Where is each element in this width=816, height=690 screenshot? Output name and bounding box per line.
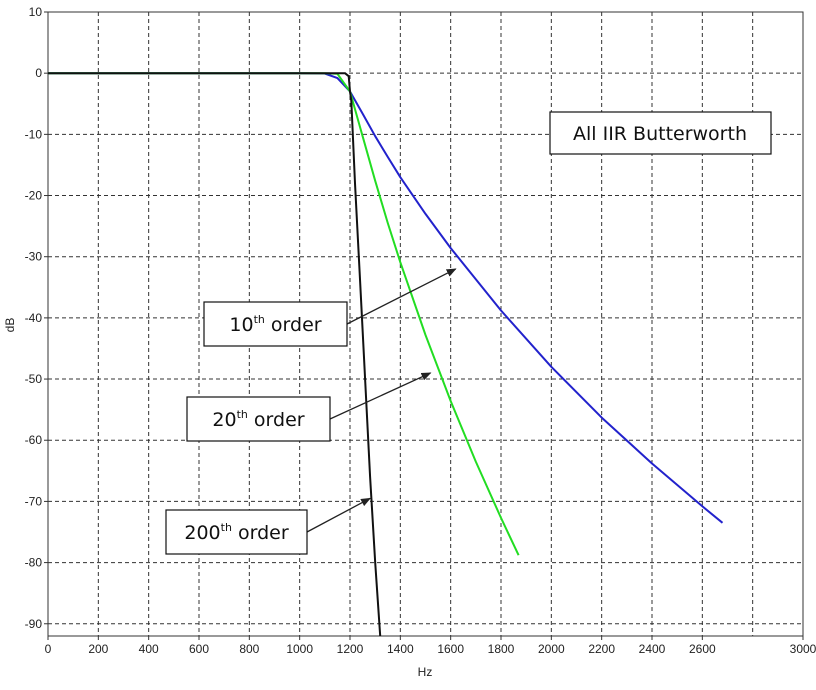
callout-arrow xyxy=(329,372,432,420)
y-tick-label: -50 xyxy=(25,372,43,386)
y-tick-label: -90 xyxy=(25,617,43,631)
callout-200th-order: 200th order xyxy=(165,497,372,555)
y-tick-label: -60 xyxy=(25,433,43,447)
x-tick-label: 600 xyxy=(189,642,209,656)
y-tick-label: -80 xyxy=(25,556,43,570)
x-tick-label: 200 xyxy=(88,642,108,656)
x-tick-label: 2400 xyxy=(639,642,666,656)
x-tick-label: 800 xyxy=(239,642,259,656)
x-tick-label: 2200 xyxy=(588,642,615,656)
y-tick-label: 0 xyxy=(35,66,42,80)
callout-label: 20th order xyxy=(212,408,304,431)
y-tick-label: -40 xyxy=(25,311,43,325)
plot-frame xyxy=(47,11,804,637)
callout-box xyxy=(186,396,331,442)
callout-arrow xyxy=(306,497,372,533)
x-tick-label: 3000 xyxy=(790,642,816,656)
callout-label: 10th order xyxy=(229,313,321,336)
x-tick-label: 1000 xyxy=(286,642,313,656)
y-tick-label: -20 xyxy=(25,189,43,203)
grid-layer xyxy=(48,12,803,636)
y-tick-label: 10 xyxy=(29,5,43,19)
callout-10th-order: 10th order xyxy=(203,268,457,347)
y-tick-label: -30 xyxy=(25,250,43,264)
ticks-layer: 0 200 400 600 800 1000 1200 1400 1600 1800 2000 220… xyxy=(25,5,816,656)
x-tick-label: 1400 xyxy=(387,642,414,656)
x-tick-label: 0 xyxy=(45,642,52,656)
legend-box: All IIR Butterworth xyxy=(549,111,772,155)
callout-label: 200th order xyxy=(184,521,288,544)
x-tick-label: 1800 xyxy=(488,642,515,656)
x-tick-label: 1200 xyxy=(337,642,364,656)
x-tick-label: 1600 xyxy=(437,642,464,656)
series-layer xyxy=(48,72,724,636)
y-axis-label: dB xyxy=(3,318,17,333)
annotation-layer: 10th order 20th order 200th order xyxy=(165,268,457,555)
x-tick-label: 2600 xyxy=(689,642,716,656)
x-tick-label: 2000 xyxy=(538,642,565,656)
callout-arrow xyxy=(346,268,457,325)
series-line-200th-order xyxy=(48,72,382,636)
x-tick-label: 400 xyxy=(139,642,159,656)
callout-20th-order: 20th order xyxy=(186,372,432,442)
series-line-10th-order xyxy=(48,72,724,524)
callout-box xyxy=(203,301,348,347)
x-axis-label: Hz xyxy=(418,665,433,679)
callout-box xyxy=(165,509,308,555)
svg-text:All IIR Butterworth: All IIR Butterworth xyxy=(573,123,747,145)
y-tick-label: -70 xyxy=(25,494,43,508)
y-tick-label: -10 xyxy=(25,127,43,141)
